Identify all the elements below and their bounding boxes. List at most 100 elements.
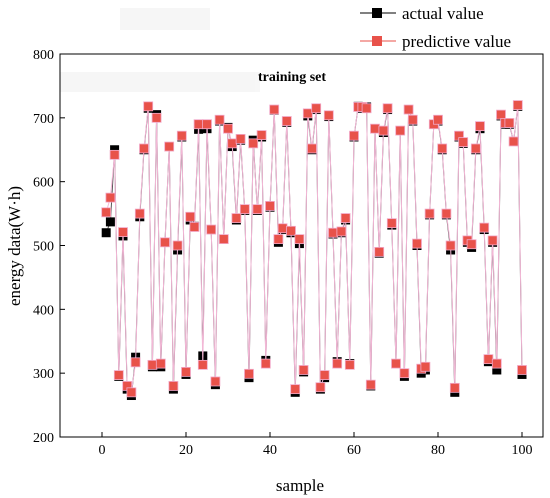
data-point <box>311 103 322 114</box>
data-point <box>508 136 519 147</box>
y-tick-label: 500 <box>33 240 54 255</box>
data-point <box>227 138 238 149</box>
data-point <box>441 208 452 219</box>
data-point <box>307 143 317 154</box>
data-point <box>118 227 128 237</box>
legend-marker-predictive <box>372 36 382 46</box>
data-point <box>433 114 443 125</box>
data-point <box>113 370 124 380</box>
data-point <box>265 201 275 211</box>
data-point <box>143 101 154 112</box>
legend-marker-actual <box>372 8 382 18</box>
data-point <box>256 130 267 140</box>
x-tick-label: 40 <box>263 443 277 458</box>
series-predictive <box>101 100 527 398</box>
axis-ticks: 0 20 40 60 80 100 200 300 400 500 600 700 800 <box>33 48 533 458</box>
data-point <box>319 370 330 380</box>
data-point <box>155 358 166 369</box>
legend: actual value predictive value <box>360 4 511 51</box>
y-tick-label: 300 <box>33 367 54 382</box>
data-point <box>244 368 254 379</box>
data-point <box>139 143 149 154</box>
data-point <box>487 235 498 246</box>
data-point <box>286 225 296 236</box>
data-point <box>109 149 120 160</box>
data-point <box>185 211 196 222</box>
data-point <box>147 359 158 370</box>
data-point <box>290 384 301 395</box>
data-point <box>252 204 263 215</box>
data-point <box>202 119 212 130</box>
data-point <box>277 223 288 234</box>
data-point <box>412 238 422 249</box>
data-point <box>517 365 527 375</box>
data-point <box>420 361 431 372</box>
data-point <box>176 130 187 141</box>
data-point <box>437 143 448 154</box>
data-point <box>189 222 200 232</box>
data-point <box>101 207 112 218</box>
data-point <box>475 121 485 132</box>
data-point <box>424 208 435 219</box>
data-point <box>378 125 389 136</box>
x-tick-label: 100 <box>512 443 533 458</box>
data-point <box>231 213 242 223</box>
data-point <box>273 234 284 245</box>
data-point <box>407 114 418 125</box>
x-tick-label: 60 <box>347 443 361 458</box>
data-point <box>239 204 250 215</box>
x-tick-label: 0 <box>99 443 106 458</box>
y-tick-label: 400 <box>33 303 54 318</box>
data-point <box>483 354 494 365</box>
data-point <box>101 228 111 238</box>
data-point <box>248 138 259 149</box>
series-line <box>105 105 523 394</box>
data-point <box>235 133 246 144</box>
data-point <box>110 145 120 155</box>
y-tick-label: 800 <box>33 48 54 63</box>
data-point <box>328 227 338 238</box>
data-point <box>210 376 221 387</box>
data-point <box>512 100 523 110</box>
y-tick-label: 200 <box>33 431 54 446</box>
legend-item-actual: actual value <box>360 4 484 23</box>
data-point <box>344 359 355 370</box>
data-point <box>172 240 183 251</box>
data-point <box>470 143 481 154</box>
data-point <box>504 118 515 128</box>
data-point <box>126 387 137 398</box>
data-point <box>134 208 145 219</box>
data-point <box>151 112 162 123</box>
data-point <box>340 213 351 223</box>
data-point <box>164 141 175 152</box>
data-point <box>105 192 116 203</box>
y-axis-label: energy data(W·h) <box>5 186 24 306</box>
data-point <box>491 358 502 369</box>
data-point <box>332 358 343 369</box>
data-point <box>370 123 380 134</box>
data-point <box>323 110 334 121</box>
data-point <box>181 366 191 377</box>
data-point <box>492 365 502 375</box>
data-point <box>298 365 309 375</box>
data-point <box>218 234 229 245</box>
data-point <box>445 240 456 251</box>
chart-title: training set <box>258 70 326 85</box>
data-point <box>466 239 477 250</box>
data-point <box>458 137 469 147</box>
data-point <box>479 222 490 233</box>
data-point <box>315 382 326 393</box>
data-point <box>105 217 115 227</box>
data-point <box>349 130 359 141</box>
data-point <box>281 116 292 126</box>
data-point <box>336 226 347 237</box>
data-point <box>214 114 225 125</box>
data-point <box>374 246 385 257</box>
series-layer <box>101 100 527 401</box>
data-point <box>391 358 401 369</box>
data-point <box>382 103 393 114</box>
data-point <box>269 104 280 115</box>
data-point <box>365 379 376 390</box>
data-point <box>223 123 233 134</box>
